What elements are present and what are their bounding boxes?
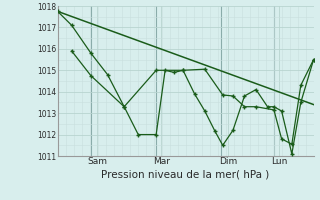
X-axis label: Pression niveau de la mer( hPa ): Pression niveau de la mer( hPa ) xyxy=(101,169,270,179)
